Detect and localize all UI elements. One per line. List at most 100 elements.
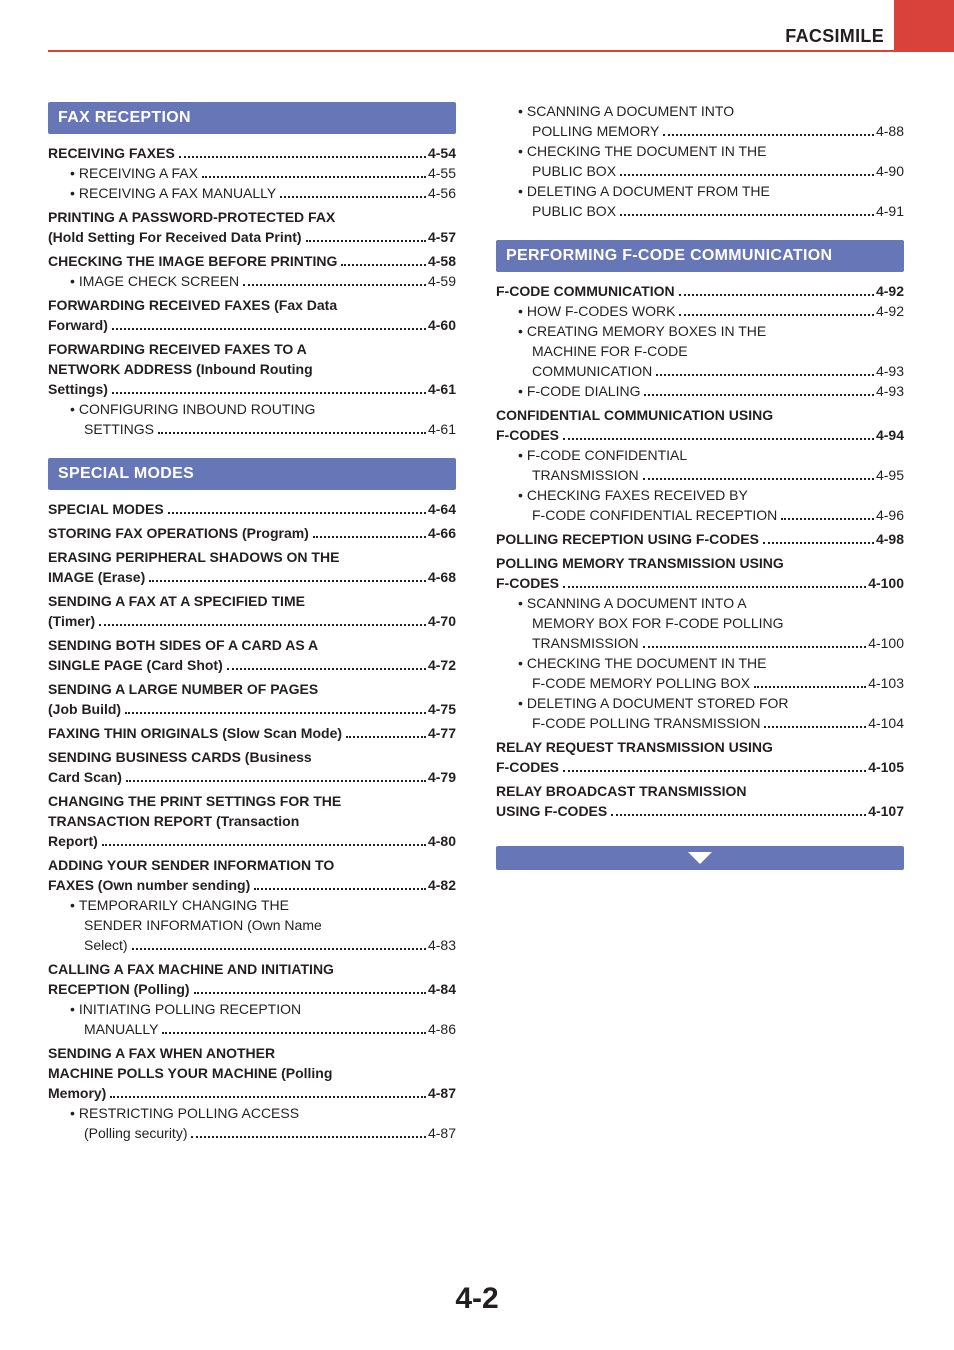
toc-entry[interactable]: IMAGE (Erase) 4-68	[48, 568, 456, 586]
toc-subentry[interactable]: •CONFIGURING INBOUND ROUTING	[48, 400, 456, 418]
toc-subentry[interactable]: •TEMPORARILY CHANGING THE	[48, 896, 456, 914]
toc-entry[interactable]: RELAY REQUEST TRANSMISSION USING	[496, 738, 904, 756]
section-heading-fcode[interactable]: PERFORMING F-CODE COMMUNICATION	[496, 240, 904, 272]
toc-subentry[interactable]: MANUALLY 4-86	[48, 1020, 456, 1038]
toc-entry[interactable]: USING F-CODES 4-107	[496, 802, 904, 820]
toc-group: RECEIVING FAXES 4-54 • RECEIVING A FAX 4…	[48, 144, 456, 202]
toc-entry[interactable]: SPECIAL MODES 4-64	[48, 500, 456, 518]
toc-entry[interactable]: CHANGING THE PRINT SETTINGS FOR THE	[48, 792, 456, 810]
toc-subentry[interactable]: F-CODE CONFIDENTIAL RECEPTION 4-96	[496, 506, 904, 524]
toc-entry[interactable]: RECEIVING FAXES 4-54	[48, 144, 456, 162]
toc-entry[interactable]: CHECKING THE IMAGE BEFORE PRINTING 4-58	[48, 252, 456, 270]
toc-entry[interactable]: SENDING BUSINESS CARDS (Business	[48, 748, 456, 766]
toc-title: RECEIVING FAXES	[48, 144, 175, 162]
toc-entry[interactable]: POLLING RECEPTION USING F-CODES 4-98	[496, 530, 904, 548]
toc-entry[interactable]: POLLING MEMORY TRANSMISSION USING	[496, 554, 904, 572]
toc-subentry[interactable]: •CHECKING THE DOCUMENT IN THE	[496, 142, 904, 160]
toc-title: Settings)	[48, 380, 108, 398]
toc-group: PRINTING A PASSWORD-PROTECTED FAX (Hold …	[48, 208, 456, 246]
continue-indicator[interactable]	[496, 846, 904, 870]
toc-subentry[interactable]: • RECEIVING A FAX MANUALLY 4-56	[48, 184, 456, 202]
toc-entry[interactable]: FAXING THIN ORIGINALS (Slow Scan Mode) 4…	[48, 724, 456, 742]
toc-entry[interactable]: RELAY BROADCAST TRANSMISSION	[496, 782, 904, 800]
toc-subentry[interactable]: TRANSMISSION 4-100	[496, 634, 904, 652]
toc-entry[interactable]: SINGLE PAGE (Card Shot) 4-72	[48, 656, 456, 674]
toc-entry[interactable]: F-CODES 4-100	[496, 574, 904, 592]
toc-subentry[interactable]: •CHECKING THE DOCUMENT IN THE	[496, 654, 904, 672]
toc-page: 4-100	[868, 634, 904, 652]
toc-subentry[interactable]: •INITIATING POLLING RECEPTION	[48, 1000, 456, 1018]
toc-subentry[interactable]: •SCANNING A DOCUMENT INTO	[496, 102, 904, 120]
toc-subentry[interactable]: • F-CODE DIALING 4-93	[496, 382, 904, 400]
toc-entry[interactable]: RECEPTION (Polling) 4-84	[48, 980, 456, 998]
toc-subentry[interactable]: • IMAGE CHECK SCREEN 4-59	[48, 272, 456, 290]
toc-entry[interactable]: MACHINE POLLS YOUR MACHINE (Polling	[48, 1064, 456, 1082]
toc-subentry[interactable]: • HOW F-CODES WORK 4-92	[496, 302, 904, 320]
toc-entry[interactable]: TRANSACTION REPORT (Transaction	[48, 812, 456, 830]
toc-subentry[interactable]: PUBLIC BOX 4-90	[496, 162, 904, 180]
toc-title: Card Scan)	[48, 768, 122, 786]
toc-subentry[interactable]: MEMORY BOX FOR F-CODE POLLING	[496, 614, 904, 632]
toc-entry[interactable]: ERASING PERIPHERAL SHADOWS ON THE	[48, 548, 456, 566]
toc-subentry[interactable]: PUBLIC BOX 4-91	[496, 202, 904, 220]
section-heading-fax-reception[interactable]: FAX RECEPTION	[48, 102, 456, 134]
toc-entry[interactable]: Settings) 4-61	[48, 380, 456, 398]
toc-subentry[interactable]: •DELETING A DOCUMENT FROM THE	[496, 182, 904, 200]
toc-subentry[interactable]: •DELETING A DOCUMENT STORED FOR	[496, 694, 904, 712]
toc-subentry[interactable]: • RECEIVING A FAX 4-55	[48, 164, 456, 182]
toc-entry[interactable]: Card Scan) 4-79	[48, 768, 456, 786]
toc-subentry[interactable]: •CHECKING FAXES RECEIVED BY	[496, 486, 904, 504]
toc-entry[interactable]: F-CODES 4-105	[496, 758, 904, 776]
toc-title: MEMORY BOX FOR F-CODE POLLING	[532, 614, 784, 632]
toc-entry[interactable]: FORWARDING RECEIVED FAXES TO A	[48, 340, 456, 358]
toc-subentry[interactable]: Select) 4-83	[48, 936, 456, 954]
toc-title: RECEIVING A FAX	[79, 164, 198, 182]
toc-entry[interactable]: SENDING A LARGE NUMBER OF PAGES	[48, 680, 456, 698]
leader-dots	[656, 366, 874, 376]
section-heading-special-modes[interactable]: SPECIAL MODES	[48, 458, 456, 490]
toc-entry[interactable]: Report) 4-80	[48, 832, 456, 850]
toc-subentry[interactable]: SENDER INFORMATION (Own Name	[48, 916, 456, 934]
toc-entry[interactable]: NETWORK ADDRESS (Inbound Routing	[48, 360, 456, 378]
toc-entry[interactable]: FAXES (Own number sending) 4-82	[48, 876, 456, 894]
toc-entry[interactable]: (Timer) 4-70	[48, 612, 456, 630]
toc-entry[interactable]: Forward) 4-60	[48, 316, 456, 334]
toc-entry[interactable]: CONFIDENTIAL COMMUNICATION USING	[496, 406, 904, 424]
toc-subentry[interactable]: TRANSMISSION 4-95	[496, 466, 904, 484]
toc-title: RESTRICTING POLLING ACCESS	[79, 1104, 299, 1122]
toc-title: ERASING PERIPHERAL SHADOWS ON THE	[48, 548, 339, 566]
toc-entry[interactable]: STORING FAX OPERATIONS (Program) 4-66	[48, 524, 456, 542]
toc-entry[interactable]: FORWARDING RECEIVED FAXES (Fax Data	[48, 296, 456, 314]
toc-entry[interactable]: PRINTING A PASSWORD-PROTECTED FAX	[48, 208, 456, 226]
toc-entry[interactable]: (Hold Setting For Received Data Print) 4…	[48, 228, 456, 246]
toc-entry[interactable]: ADDING YOUR SENDER INFORMATION TO	[48, 856, 456, 874]
leader-dots	[191, 1128, 425, 1138]
toc-subentry[interactable]: F-CODE POLLING TRANSMISSION 4-104	[496, 714, 904, 732]
bullet-icon: •	[518, 302, 523, 320]
leader-dots	[126, 772, 426, 782]
toc-subentry[interactable]: MACHINE FOR F-CODE	[496, 342, 904, 360]
toc-entry[interactable]: SENDING A FAX WHEN ANOTHER	[48, 1044, 456, 1062]
toc-group: STORING FAX OPERATIONS (Program) 4-66	[48, 524, 456, 542]
toc-subentry[interactable]: •RESTRICTING POLLING ACCESS	[48, 1104, 456, 1122]
toc-subentry[interactable]: F-CODE MEMORY POLLING BOX 4-103	[496, 674, 904, 692]
toc-subentry[interactable]: •SCANNING A DOCUMENT INTO A	[496, 594, 904, 612]
toc-page: 4-94	[876, 426, 904, 444]
right-column: •SCANNING A DOCUMENT INTO POLLING MEMORY…	[496, 92, 904, 1148]
toc-subentry[interactable]: SETTINGS 4-61	[48, 420, 456, 438]
toc-entry[interactable]: F-CODES 4-94	[496, 426, 904, 444]
toc-title: ADDING YOUR SENDER INFORMATION TO	[48, 856, 334, 874]
toc-subentry[interactable]: COMMUNICATION 4-93	[496, 362, 904, 380]
toc-entry[interactable]: CALLING A FAX MACHINE AND INITIATING	[48, 960, 456, 978]
toc-subentry[interactable]: •CREATING MEMORY BOXES IN THE	[496, 322, 904, 340]
toc-entry[interactable]: SENDING A FAX AT A SPECIFIED TIME	[48, 592, 456, 610]
leader-dots	[112, 320, 426, 330]
toc-subentry[interactable]: POLLING MEMORY 4-88	[496, 122, 904, 140]
toc-entry[interactable]: SENDING BOTH SIDES OF A CARD AS A	[48, 636, 456, 654]
toc-subentry[interactable]: (Polling security) 4-87	[48, 1124, 456, 1142]
toc-page: 4-60	[428, 316, 456, 334]
toc-entry[interactable]: (Job Build) 4-75	[48, 700, 456, 718]
toc-subentry[interactable]: •F-CODE CONFIDENTIAL	[496, 446, 904, 464]
toc-entry[interactable]: Memory) 4-87	[48, 1084, 456, 1102]
toc-entry[interactable]: F-CODE COMMUNICATION 4-92	[496, 282, 904, 300]
